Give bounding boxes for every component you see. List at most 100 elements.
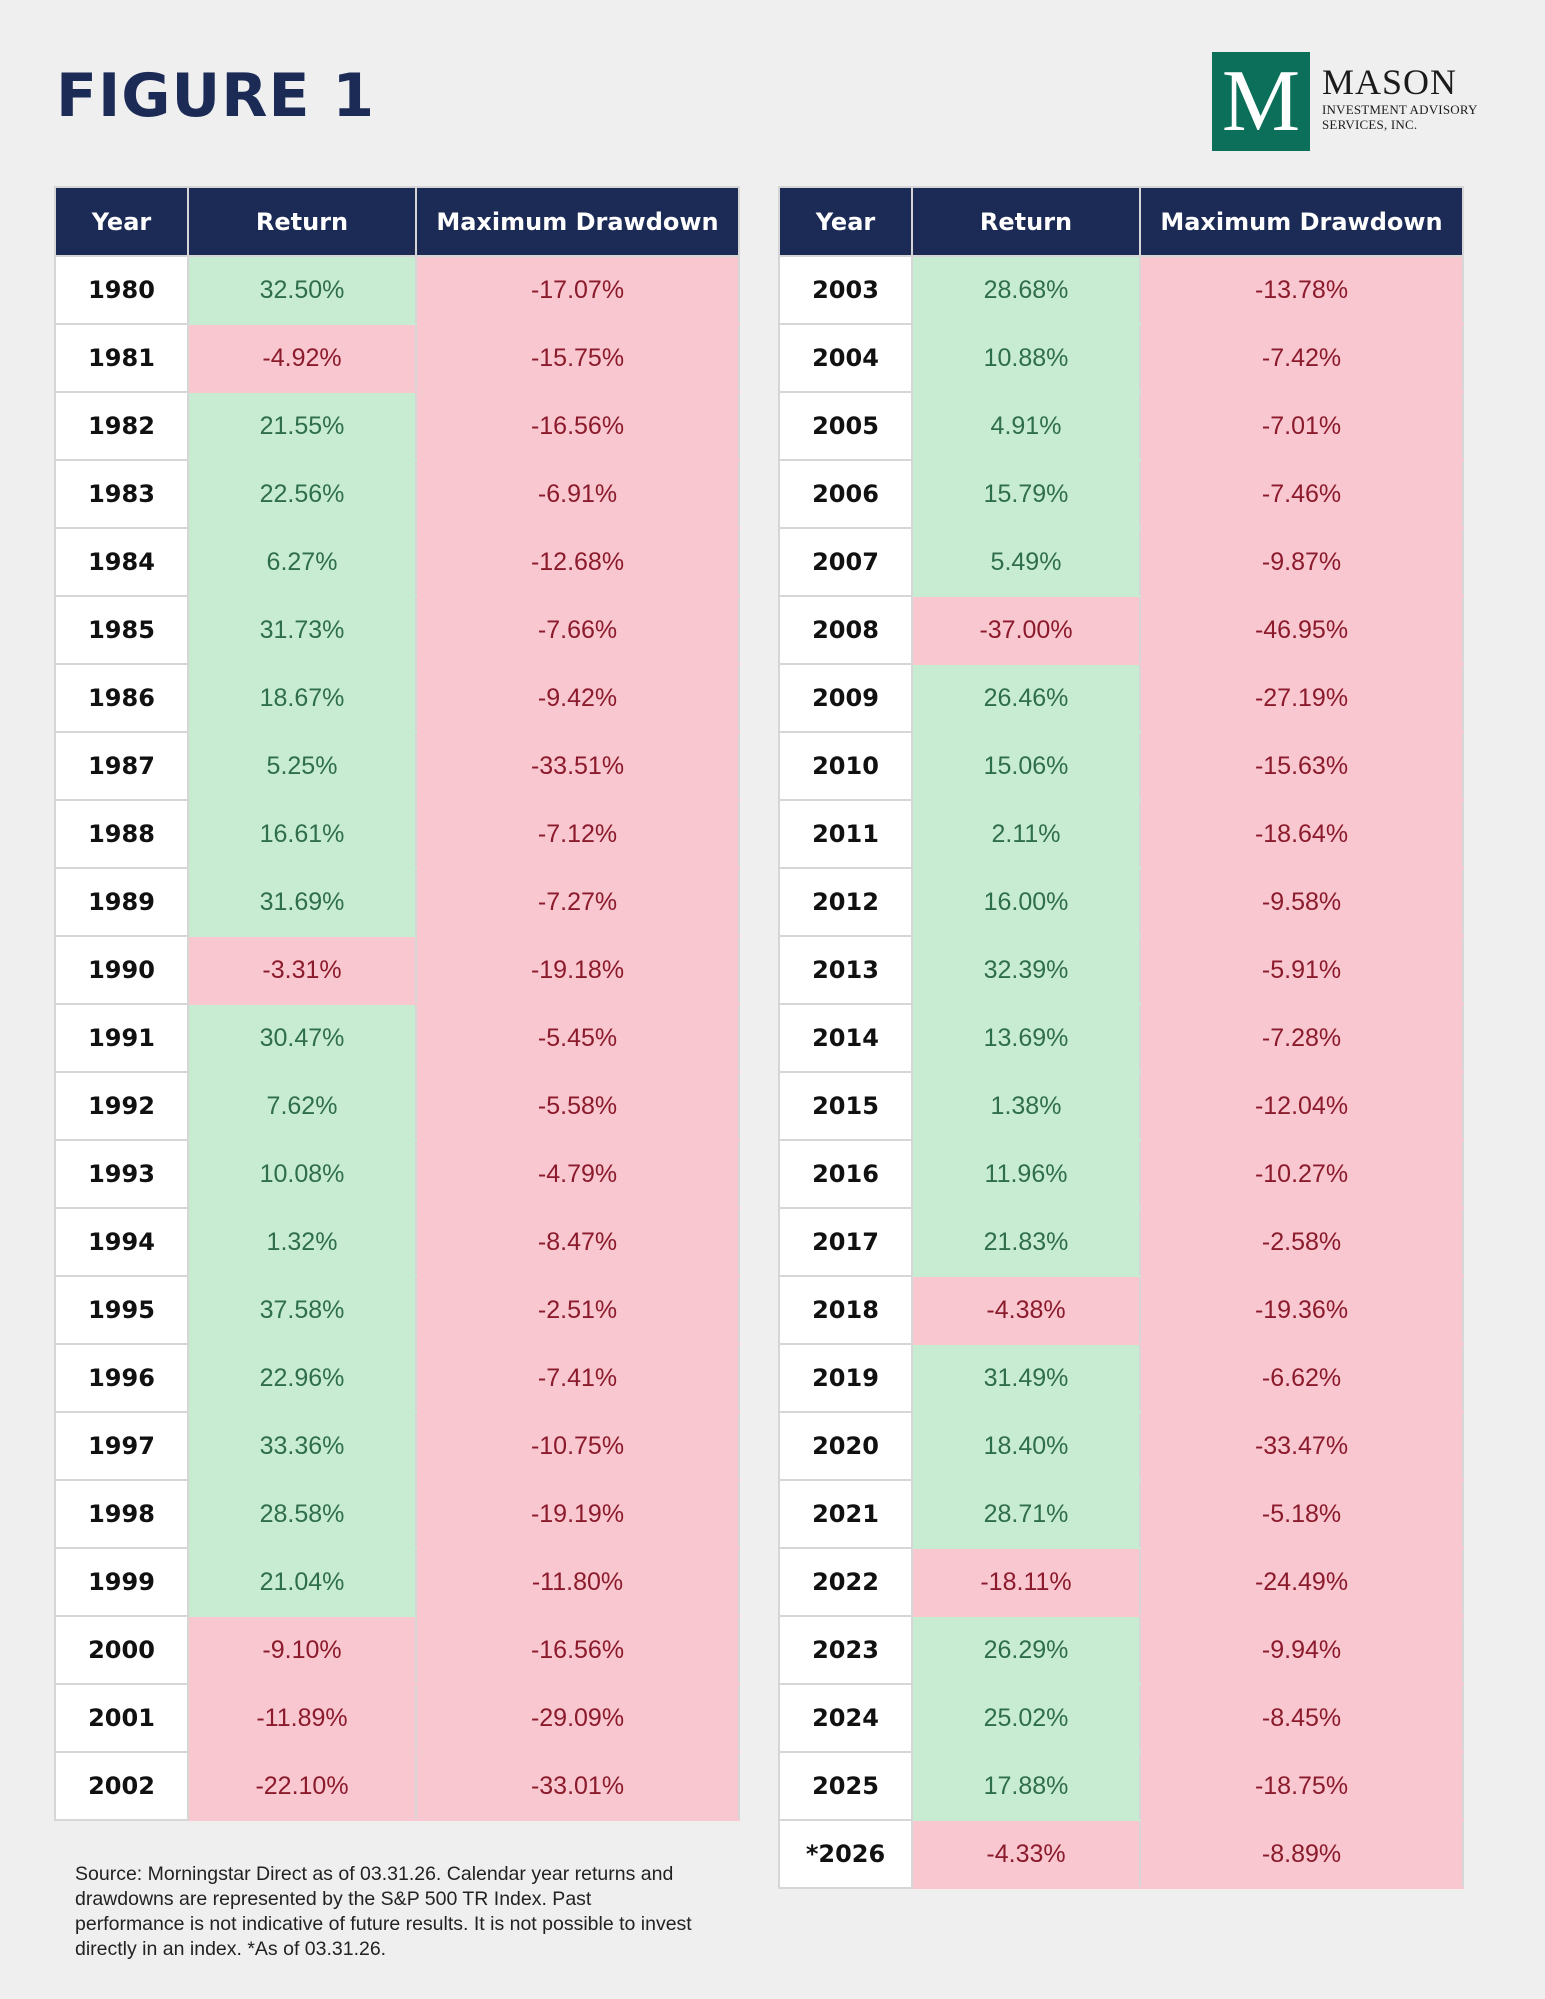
table-row: 1980 32.50% -17.07% [54, 255, 740, 325]
year-cell: 2018 [778, 1275, 913, 1345]
table-row: *2026 -4.33% -8.89% [778, 1819, 1464, 1889]
table-row: 1999 21.04% -11.80% [54, 1547, 740, 1617]
max-drawdown-cell: -16.56% [415, 391, 740, 461]
year-cell: 1987 [54, 731, 189, 801]
max-drawdown-cell: -15.63% [1139, 731, 1464, 801]
table-row: 1988 16.61% -7.12% [54, 799, 740, 869]
table-row: 2012 16.00% -9.58% [778, 867, 1464, 937]
table-row: 2015 1.38% -12.04% [778, 1071, 1464, 1141]
max-drawdown-cell: -8.47% [415, 1207, 740, 1277]
table-row: 2014 13.69% -7.28% [778, 1003, 1464, 1073]
year-cell: 2002 [54, 1751, 189, 1821]
logo-name: MASON [1322, 62, 1458, 102]
table-row: 1995 37.58% -2.51% [54, 1275, 740, 1345]
return-cell: 21.04% [187, 1547, 417, 1617]
return-cell: 26.29% [911, 1615, 1141, 1685]
year-cell: 1990 [54, 935, 189, 1005]
max-drawdown-cell: -19.36% [1139, 1275, 1464, 1345]
return-cell: 4.91% [911, 391, 1141, 461]
table-row: 1998 28.58% -19.19% [54, 1479, 740, 1549]
return-cell: 30.47% [187, 1003, 417, 1073]
source-footnote: Source: Morningstar Direct as of 03.31.2… [75, 1863, 692, 1960]
return-cell: -4.33% [911, 1819, 1141, 1889]
table-row: 2007 5.49% -9.87% [778, 527, 1464, 597]
table-row: 2022 -18.11% -24.49% [778, 1547, 1464, 1617]
max-drawdown-cell: -9.94% [1139, 1615, 1464, 1685]
year-cell: 2025 [778, 1751, 913, 1821]
year-cell: 2024 [778, 1683, 913, 1753]
return-cell: 28.71% [911, 1479, 1141, 1549]
max-drawdown-cell: -12.68% [415, 527, 740, 597]
header-row: Year Return Maximum Drawdown [778, 186, 1464, 257]
table-row: 2001 -11.89% -29.09% [54, 1683, 740, 1753]
max-drawdown-cell: -10.75% [415, 1411, 740, 1481]
return-cell: 26.46% [911, 663, 1141, 733]
max-drawdown-cell: -18.64% [1139, 799, 1464, 869]
return-cell: 31.73% [187, 595, 417, 665]
year-cell: 2011 [778, 799, 913, 869]
max-drawdown-cell: -7.28% [1139, 1003, 1464, 1073]
year-cell: 2022 [778, 1547, 913, 1617]
year-cell: 2016 [778, 1139, 913, 1209]
return-cell: 15.79% [911, 459, 1141, 529]
return-cell: 13.69% [911, 1003, 1141, 1073]
year-cell: 2007 [778, 527, 913, 597]
return-cell: -18.11% [911, 1547, 1141, 1617]
column-header-year: Year [778, 186, 913, 257]
table-row: 2024 25.02% -8.45% [778, 1683, 1464, 1753]
table-row: 1990 -3.31% -19.18% [54, 935, 740, 1005]
max-drawdown-cell: -5.18% [1139, 1479, 1464, 1549]
return-cell: 37.58% [187, 1275, 417, 1345]
year-cell: 2009 [778, 663, 913, 733]
table-row: 1991 30.47% -5.45% [54, 1003, 740, 1073]
max-drawdown-cell: -12.04% [1139, 1071, 1464, 1141]
table-row: 1996 22.96% -7.41% [54, 1343, 740, 1413]
year-cell: 1989 [54, 867, 189, 937]
max-drawdown-cell: -7.12% [415, 799, 740, 869]
table-row: 2018 -4.38% -19.36% [778, 1275, 1464, 1345]
table-row: 2021 28.71% -5.18% [778, 1479, 1464, 1549]
column-header-max-drawdown: Maximum Drawdown [415, 186, 740, 257]
table-row: 1985 31.73% -7.66% [54, 595, 740, 665]
year-cell: 1998 [54, 1479, 189, 1549]
table-row: 1993 10.08% -4.79% [54, 1139, 740, 1209]
return-cell: 31.49% [911, 1343, 1141, 1413]
return-cell: 1.32% [187, 1207, 417, 1277]
return-cell: 32.50% [187, 255, 417, 325]
max-drawdown-cell: -11.80% [415, 1547, 740, 1617]
max-drawdown-cell: -15.75% [415, 323, 740, 393]
year-cell: 1981 [54, 323, 189, 393]
table-row: 2006 15.79% -7.46% [778, 459, 1464, 529]
max-drawdown-cell: -13.78% [1139, 255, 1464, 325]
return-cell: 17.88% [911, 1751, 1141, 1821]
year-cell: *2026 [778, 1819, 913, 1889]
max-drawdown-cell: -9.87% [1139, 527, 1464, 597]
max-drawdown-cell: -33.47% [1139, 1411, 1464, 1481]
max-drawdown-cell: -2.58% [1139, 1207, 1464, 1277]
table-row: 2016 11.96% -10.27% [778, 1139, 1464, 1209]
table-row: 2003 28.68% -13.78% [778, 255, 1464, 325]
max-drawdown-cell: -33.51% [415, 731, 740, 801]
header-row: Year Return Maximum Drawdown [54, 186, 740, 257]
return-cell: 33.36% [187, 1411, 417, 1481]
column-header-max-drawdown: Maximum Drawdown [1139, 186, 1464, 257]
year-cell: 1986 [54, 663, 189, 733]
return-cell: 16.00% [911, 867, 1141, 937]
max-drawdown-cell: -4.79% [415, 1139, 740, 1209]
max-drawdown-cell: -5.45% [415, 1003, 740, 1073]
column-header-year: Year [54, 186, 189, 257]
year-cell: 2001 [54, 1683, 189, 1753]
table-row: 1992 7.62% -5.58% [54, 1071, 740, 1141]
max-drawdown-cell: -6.91% [415, 459, 740, 529]
return-cell: 28.58% [187, 1479, 417, 1549]
year-cell: 1999 [54, 1547, 189, 1617]
year-cell: 1997 [54, 1411, 189, 1481]
table-row: 2002 -22.10% -33.01% [54, 1751, 740, 1821]
table-row: 1984 6.27% -12.68% [54, 527, 740, 597]
year-cell: 1991 [54, 1003, 189, 1073]
max-drawdown-cell: -46.95% [1139, 595, 1464, 665]
return-cell: -9.10% [187, 1615, 417, 1685]
year-cell: 1983 [54, 459, 189, 529]
table-row: 2010 15.06% -15.63% [778, 731, 1464, 801]
return-cell: 32.39% [911, 935, 1141, 1005]
